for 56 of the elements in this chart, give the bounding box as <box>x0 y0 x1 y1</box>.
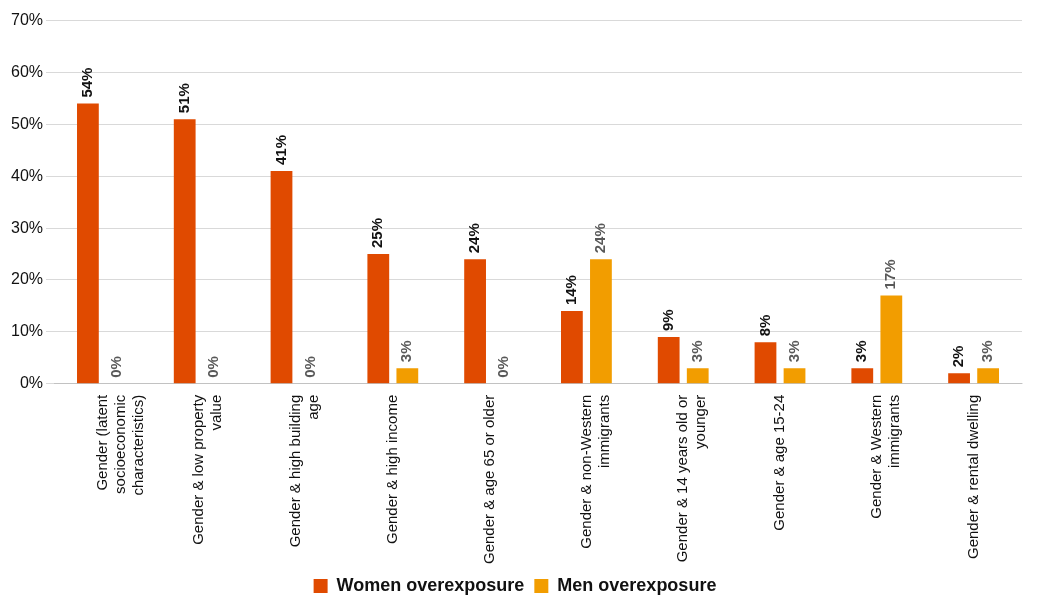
y-tick-label: 0% <box>19 374 44 392</box>
data-label: 3% <box>784 340 802 363</box>
data-label: 41% <box>271 135 289 166</box>
bar <box>686 368 709 384</box>
bar <box>173 119 196 384</box>
data-label: 2% <box>949 345 967 368</box>
data-label: 3% <box>397 340 415 363</box>
y-tick-label: 70% <box>10 11 44 29</box>
x-tick-label: Gender & high income <box>382 394 400 544</box>
bar <box>783 368 806 384</box>
data-label: 25% <box>368 218 386 249</box>
data-label: 8% <box>755 314 773 337</box>
bar <box>880 295 903 384</box>
bar <box>948 373 970 384</box>
bar <box>464 259 486 384</box>
data-label: 3% <box>852 340 870 363</box>
data-label: 17% <box>881 259 899 290</box>
bar <box>270 171 293 384</box>
y-tick-label: 50% <box>10 114 44 132</box>
data-label: 0% <box>203 356 221 378</box>
data-label: 54% <box>78 67 96 98</box>
data-label: 51% <box>174 83 192 114</box>
data-label: 3% <box>687 340 705 363</box>
data-label: 0% <box>494 356 512 378</box>
bar <box>367 254 390 384</box>
x-tick-label: Gender & 14 years old or younger <box>673 394 709 563</box>
bar <box>77 103 99 384</box>
data-label: 0% <box>300 356 318 378</box>
y-tick-label: 10% <box>10 322 44 340</box>
y-tick-label: 60% <box>10 62 44 80</box>
x-tick-label: Gender & high building age <box>286 394 322 548</box>
bar <box>561 311 583 384</box>
x-tick-label: Gender & age 65 or older <box>479 394 497 564</box>
data-label: 9% <box>658 309 676 332</box>
data-label: 14% <box>562 275 580 306</box>
x-tick-label: Gender & low property value <box>189 394 225 545</box>
bar <box>754 342 777 384</box>
data-label: 3% <box>978 340 996 363</box>
bar <box>977 368 1000 384</box>
x-tick-label: Gender & age 15-24 <box>770 394 788 531</box>
bar <box>657 337 680 384</box>
data-label: 24% <box>465 223 483 254</box>
bar <box>396 368 419 384</box>
legend-label: Men overexposure <box>557 574 717 595</box>
bar <box>590 259 612 384</box>
y-tick-label: 30% <box>10 218 44 236</box>
data-label: 0% <box>107 356 125 378</box>
x-tick-label: Gender & Western immigrants <box>866 394 902 519</box>
y-tick-label: 20% <box>10 270 44 288</box>
x-tick-label: Gender & non-Western immigrants <box>576 394 612 549</box>
x-tick-label: Gender & rental dwelling <box>963 394 981 559</box>
bar <box>851 368 874 384</box>
legend-label: Women overexposure <box>336 574 525 595</box>
data-label: 24% <box>591 223 609 254</box>
x-tick-label: Gender (latent socioeconomic characteristics) <box>92 393 146 496</box>
y-tick-label: 40% <box>10 166 44 184</box>
